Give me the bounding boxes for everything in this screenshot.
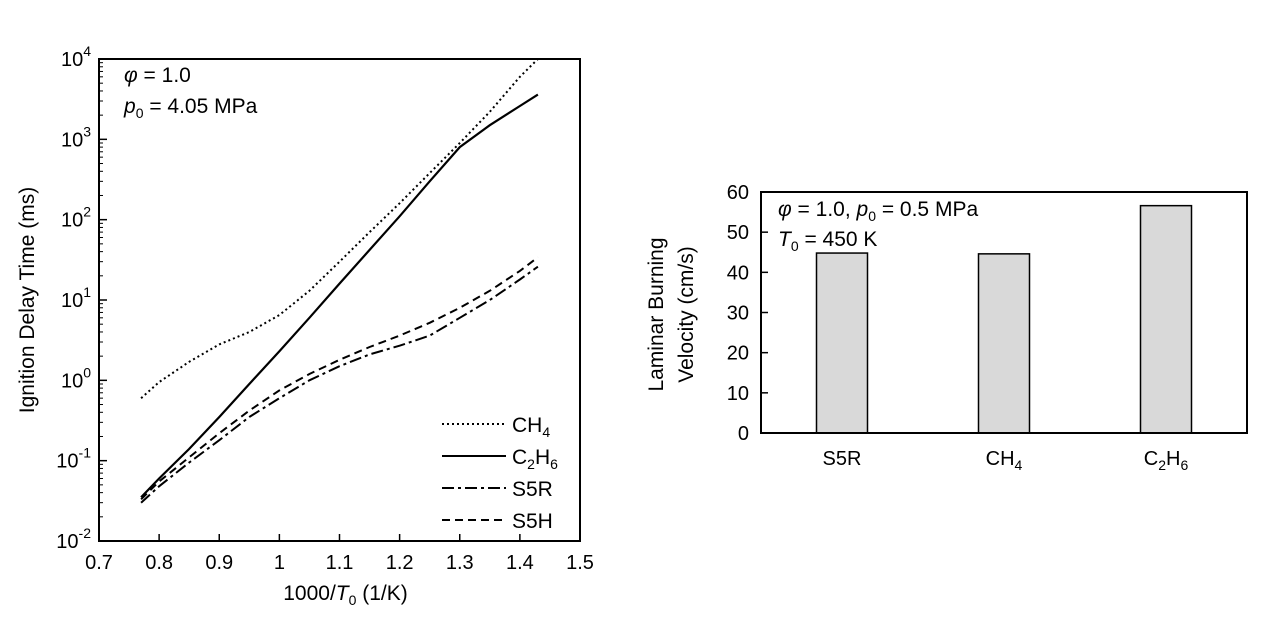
svg-text:p0 = 4.05 MPa: p0 = 4.05 MPa: [123, 95, 258, 121]
legend-label-ch4: CH4: [512, 414, 550, 440]
bar-1: [977, 253, 1031, 434]
y-tick-label: 102: [61, 204, 91, 232]
bars: [815, 204, 1193, 434]
y-tick-label: 100: [61, 364, 91, 392]
svg-text:φ = 1.0: φ = 1.0: [124, 64, 191, 87]
bar-2: [1139, 204, 1193, 434]
category-labels: S5R CH4 C2H6: [823, 448, 1189, 473]
legend-label-c2h6: C2H6: [512, 446, 558, 472]
series-line-s5r: [140, 265, 539, 504]
svg-text:T0 = 450 K: T0 = 450 K: [778, 228, 877, 254]
y-tick-label: 10-1: [56, 445, 91, 473]
x-tick-label: 1.2: [386, 552, 414, 574]
y-tick-label: 10-2: [56, 525, 91, 553]
x-tick-label: 1.4: [506, 552, 534, 574]
x-tick-label: 0.8: [145, 552, 173, 574]
category-label: C2H6: [1144, 448, 1189, 473]
ignition-delay-chart: 0.7 0.8 0.9 1 1.1 1.2 1.3 1.4 1.5 10-2 10-1 100 101…: [16, 43, 594, 608]
legend-label-s5r: S5R: [512, 478, 553, 501]
y-axis-ticks: 0 10 20 30 40 50 60: [727, 182, 768, 445]
x-axis-ticks: 0.7 0.8 0.9 1 1.1 1.2 1.3 1.4 1.5: [85, 534, 594, 574]
plot-frame: [98, 58, 581, 542]
x-axis-label: 1000/T0 (1/K): [283, 582, 408, 608]
y-axis-label: Ignition Delay Time (ms): [16, 187, 39, 413]
y-tick-label: 50: [727, 222, 749, 244]
x-tick-label: 0.9: [205, 552, 233, 574]
y-tick-label: 60: [727, 182, 749, 204]
y-tick-label: 104: [61, 43, 91, 71]
x-tick-label: 1.1: [326, 552, 354, 574]
condition-annotation: φ = 1.0, p0 = 0.5 MPa T0 = 450 K: [778, 198, 978, 254]
y-tick-label: 40: [727, 262, 749, 284]
legend-label-s5h: S5H: [512, 510, 553, 533]
x-tick-label: 1: [274, 552, 285, 574]
x-tick-label: 1.3: [446, 552, 474, 574]
series-lines: [140, 59, 539, 504]
y-tick-label: 101: [61, 284, 91, 312]
y-tick-label: 30: [727, 303, 749, 325]
category-label: S5R: [823, 448, 862, 470]
series-line-ch4: [140, 59, 539, 399]
burning-velocity-chart: 0 10 20 30 40 50 60 S5R CH4 C2H6 Laminar Burning…: [645, 182, 1248, 473]
category-label: CH4: [986, 448, 1023, 473]
y-tick-label: 20: [727, 343, 749, 365]
series-line-c2h6: [140, 93, 539, 499]
y-axis-label-line1: Laminar Burning: [645, 237, 668, 391]
condition-annotation: φ = 1.0 p0 = 4.05 MPa: [123, 64, 258, 121]
y-tick-label: 10: [727, 383, 749, 405]
y-tick-label: 0: [738, 423, 749, 445]
y-tick-label: 103: [61, 123, 91, 151]
y-axis-label-line2: Velocity (cm/s): [675, 246, 698, 383]
legend: CH4 C2H6 S5R S5H: [442, 414, 558, 533]
svg-text:φ = 1.0, p0 = 0.5 MPa: φ = 1.0, p0 = 0.5 MPa: [778, 198, 978, 224]
bar-0: [815, 252, 869, 434]
x-tick-label: 0.7: [85, 552, 113, 574]
y-axis-ticks: 10-2 10-1 100 101 102 103 104: [56, 43, 107, 553]
x-tick-label: 1.5: [566, 552, 594, 574]
series-line-s5h: [140, 256, 539, 501]
